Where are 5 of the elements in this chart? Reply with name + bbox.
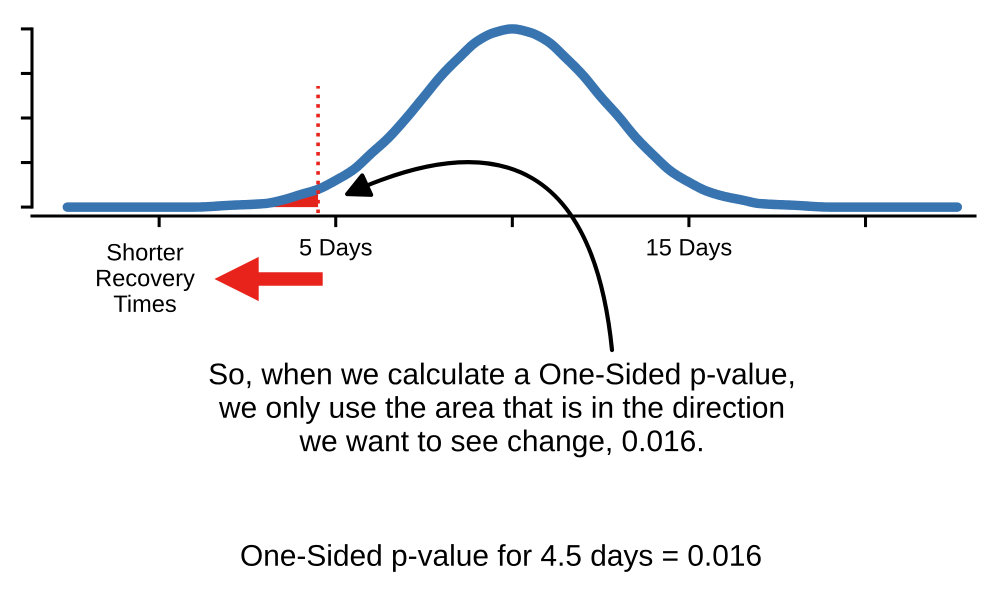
text: So, when we calculate a One-Sided p-value, we only use the area that is in the direction we want to see change, 0.016.: [210, 362, 794, 458]
text: Shorter Recovery Times: [97, 243, 195, 312]
text: One-Sided p-value for 4.5 days = 0.016: [241, 544, 761, 572]
x-tick-label: 5 Days: [300, 239, 372, 260]
x-tick-label: 15 Days: [647, 239, 732, 260]
